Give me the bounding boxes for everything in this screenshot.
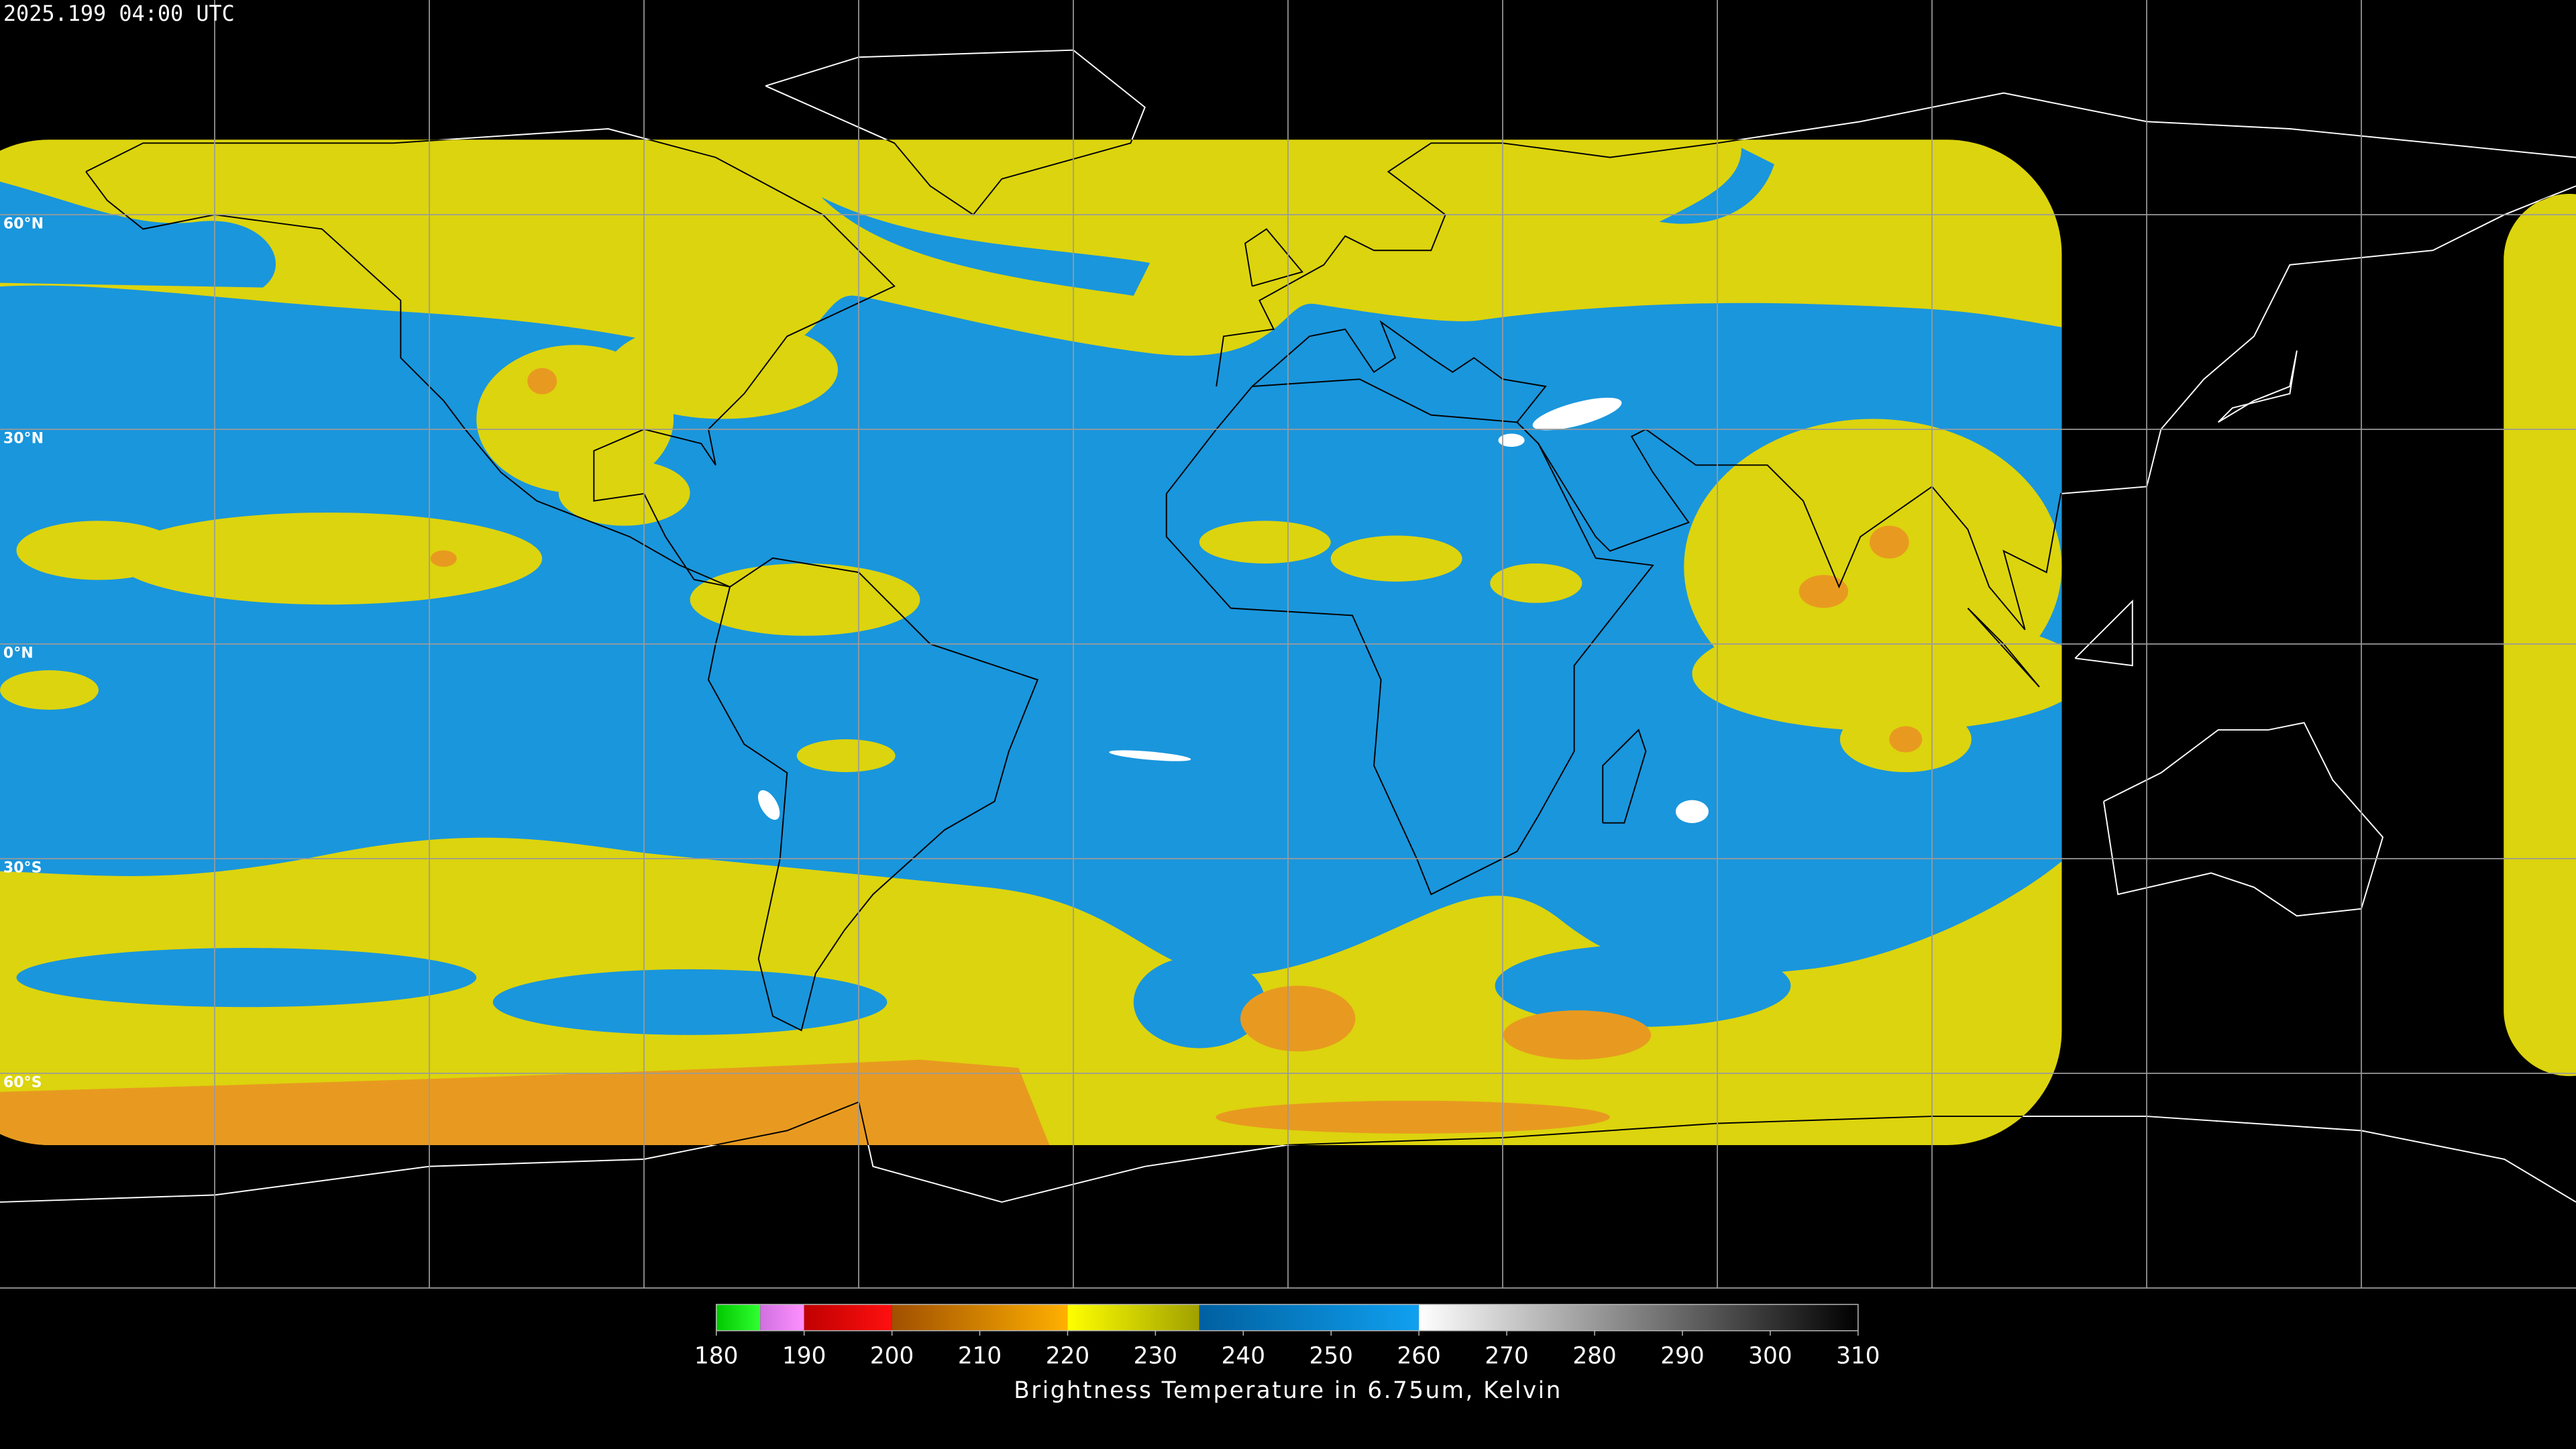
colorbar-tick-label: 240: [1222, 1342, 1265, 1369]
colorbar-segment: [892, 1304, 1068, 1331]
timestamp: 2025.199 04:00 UTC: [3, 1, 235, 26]
dry-swirl: [492, 969, 888, 1035]
colorbar-segment: [1067, 1304, 1199, 1331]
colorbar-tick-label: 180: [694, 1342, 738, 1369]
dry-streak: [821, 197, 1150, 296]
colorbar-tick-label: 290: [1660, 1342, 1704, 1369]
latitude-label: 60°S: [3, 1075, 42, 1091]
colorbar-tick-label: 190: [782, 1342, 826, 1369]
colorbar-tick-label: 260: [1397, 1342, 1440, 1369]
latitude-label: 0°N: [3, 645, 34, 662]
colorbar-segment: [1419, 1304, 1858, 1331]
dry-streak: [0, 177, 276, 288]
colorbar-tick-label: 310: [1836, 1342, 1880, 1369]
colorbar-tick-label: 300: [1748, 1342, 1792, 1369]
colorbar-segment: [1199, 1304, 1419, 1331]
colorbar-segment: [804, 1304, 892, 1331]
colorbar-tick-label: 270: [1485, 1342, 1528, 1369]
colorbar-label: Brightness Temperature in 6.75um, Kelvin: [1014, 1377, 1562, 1404]
colorbar-segment: [716, 1304, 761, 1331]
graticule: [0, 0, 2576, 1289]
colorbar-tick-label: 250: [1309, 1342, 1353, 1369]
colorbar-tick-label: 230: [1134, 1342, 1177, 1369]
colorbar: 180 190 200 210 220 230 240 250 260 270 280 290 300 3…: [694, 1303, 1880, 1369]
colorbar-tick-label: 280: [1572, 1342, 1616, 1369]
tropical-clouds: [0, 320, 2087, 773]
dry-streak: [1659, 148, 1774, 224]
colorbar-frame: [716, 1303, 1859, 1332]
warm-cores: [0, 368, 1923, 1145]
warm-spots: [757, 397, 1709, 823]
latitude-label: 30°N: [3, 431, 44, 447]
latitude-label: 30°S: [3, 860, 42, 877]
colorbar-tick-label: 220: [1046, 1342, 1089, 1369]
colorbar-tick-label: 200: [870, 1342, 914, 1369]
dry-swirl: [16, 948, 477, 1008]
latitude-label: 60°N: [3, 216, 44, 233]
colorbar-segment: [760, 1304, 804, 1331]
dry-swirl: [1133, 956, 1265, 1049]
colorbar-tick-label: 210: [958, 1342, 1002, 1369]
